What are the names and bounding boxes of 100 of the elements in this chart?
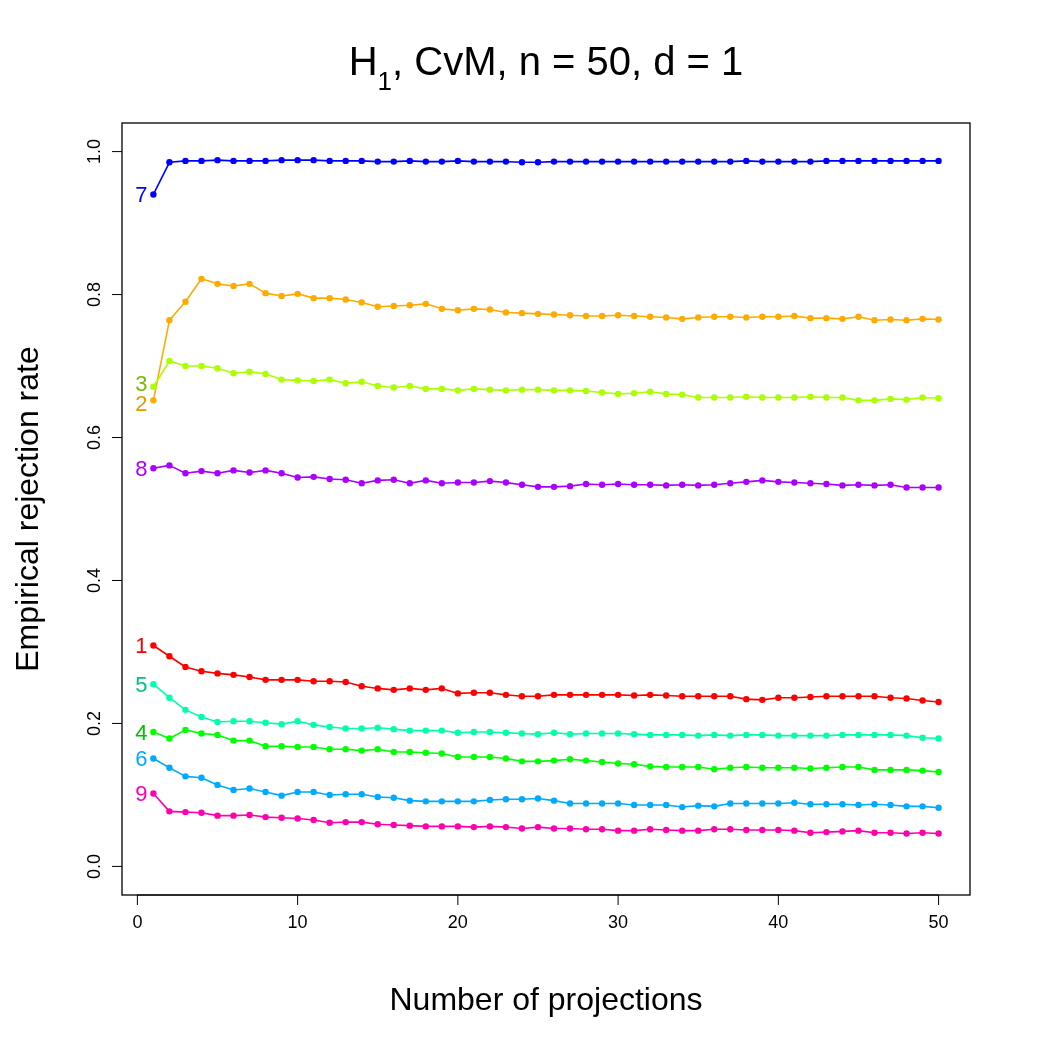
- point: [262, 157, 269, 165]
- point: [775, 313, 782, 320]
- point: [775, 478, 782, 486]
- point: [711, 731, 718, 739]
- point: [358, 791, 365, 798]
- point: [326, 157, 333, 165]
- point: [887, 694, 894, 701]
- point: [598, 691, 606, 699]
- point: [454, 753, 462, 761]
- point: [518, 758, 526, 765]
- point: [198, 668, 205, 675]
- point: [711, 803, 718, 810]
- point: [406, 157, 413, 165]
- point: [759, 696, 766, 704]
- point: [903, 766, 910, 774]
- point: [310, 721, 317, 729]
- point: [743, 157, 750, 165]
- point: [919, 803, 926, 810]
- point: [662, 763, 670, 771]
- point: [566, 158, 574, 165]
- point: [903, 157, 910, 165]
- point: [294, 474, 301, 481]
- point: [775, 394, 782, 401]
- point: [198, 275, 205, 283]
- point: [711, 826, 718, 833]
- point: [150, 642, 157, 649]
- point: [582, 826, 590, 833]
- y-tick-label: 0.0: [84, 853, 104, 879]
- point: [198, 467, 205, 475]
- point: [630, 692, 638, 699]
- point: [871, 317, 878, 324]
- point: [374, 382, 381, 390]
- point: [278, 156, 285, 164]
- point: [246, 718, 253, 725]
- point: [518, 159, 526, 166]
- point: [470, 823, 478, 831]
- point: [759, 826, 766, 834]
- point: [230, 812, 237, 819]
- point: [390, 302, 397, 310]
- point: [919, 829, 926, 837]
- point: [438, 727, 446, 734]
- point: [326, 475, 333, 483]
- point: [743, 314, 750, 321]
- point: [791, 732, 798, 739]
- point: [887, 801, 894, 809]
- point: [598, 758, 606, 766]
- point: [759, 158, 766, 165]
- point: [182, 773, 189, 780]
- point: [791, 394, 798, 401]
- point: [550, 757, 558, 764]
- point: [614, 827, 622, 834]
- point: [935, 768, 942, 776]
- point: [598, 312, 606, 320]
- point: [743, 695, 750, 703]
- point: [150, 383, 157, 390]
- point: [855, 731, 862, 739]
- point: [294, 676, 301, 684]
- point: [550, 311, 558, 318]
- point: [582, 312, 590, 320]
- point: [839, 315, 846, 323]
- point: [326, 791, 333, 799]
- point: [454, 823, 462, 830]
- point: [390, 158, 397, 165]
- point: [566, 755, 574, 763]
- point: [550, 387, 558, 394]
- point: [679, 315, 686, 323]
- point: [582, 158, 590, 165]
- point: [775, 694, 782, 701]
- point: [422, 798, 430, 805]
- point: [150, 728, 157, 736]
- point: [326, 376, 333, 383]
- point: [230, 282, 237, 290]
- point: [679, 803, 686, 811]
- point: [791, 827, 798, 834]
- point: [614, 800, 622, 807]
- y-axis-title: Empirical rejection rate: [9, 346, 45, 672]
- point: [502, 479, 510, 486]
- point: [823, 801, 830, 808]
- point: [759, 764, 766, 771]
- point: [727, 732, 734, 739]
- point: [358, 299, 365, 306]
- point: [182, 298, 189, 305]
- point: [791, 312, 798, 320]
- point: [534, 823, 542, 831]
- point: [518, 386, 526, 393]
- point: [438, 158, 446, 165]
- point: [711, 313, 718, 320]
- point: [374, 158, 381, 165]
- point: [422, 749, 430, 756]
- point: [887, 766, 894, 774]
- point: [182, 157, 189, 165]
- point: [374, 821, 381, 828]
- point: [727, 313, 734, 320]
- point: [679, 481, 686, 488]
- point: [630, 801, 638, 809]
- point: [871, 766, 878, 774]
- point: [150, 790, 157, 797]
- point: [662, 826, 670, 834]
- point: [855, 763, 862, 771]
- point: [390, 794, 397, 801]
